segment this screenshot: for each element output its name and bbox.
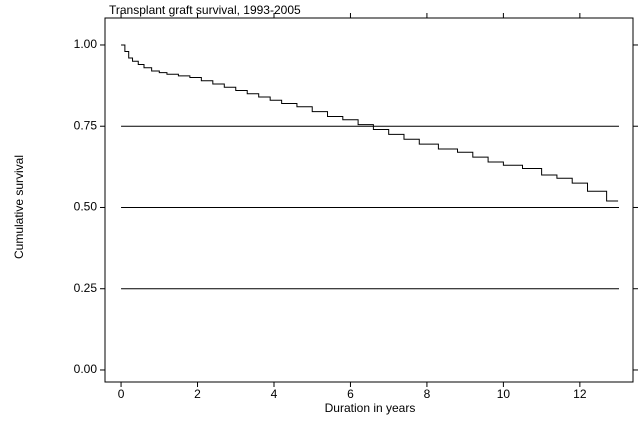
plot-frame bbox=[104, 17, 634, 383]
x-tick-label: 12 bbox=[573, 387, 587, 401]
x-tick-label: 0 bbox=[118, 387, 125, 401]
y-tick-label: 1.00 bbox=[74, 37, 98, 51]
x-tick-label: 6 bbox=[347, 387, 354, 401]
x-tick-label: 4 bbox=[271, 387, 278, 401]
x-axis-title: Duration in years bbox=[325, 401, 416, 415]
y-tick-label: 0.00 bbox=[74, 362, 98, 376]
x-tick-label: 8 bbox=[424, 387, 431, 401]
x-tick-label: 2 bbox=[194, 387, 201, 401]
chart-title: Transplant graft survival, 1993-2005 bbox=[109, 3, 301, 17]
survival-curve bbox=[121, 44, 619, 202]
x-tick-label: 10 bbox=[497, 387, 511, 401]
y-axis-title: Cumulative survival bbox=[12, 155, 26, 259]
y-tick-label: 0.25 bbox=[74, 281, 98, 295]
y-tick-label: 0.50 bbox=[74, 200, 98, 214]
y-tick-label: 0.75 bbox=[74, 118, 98, 132]
